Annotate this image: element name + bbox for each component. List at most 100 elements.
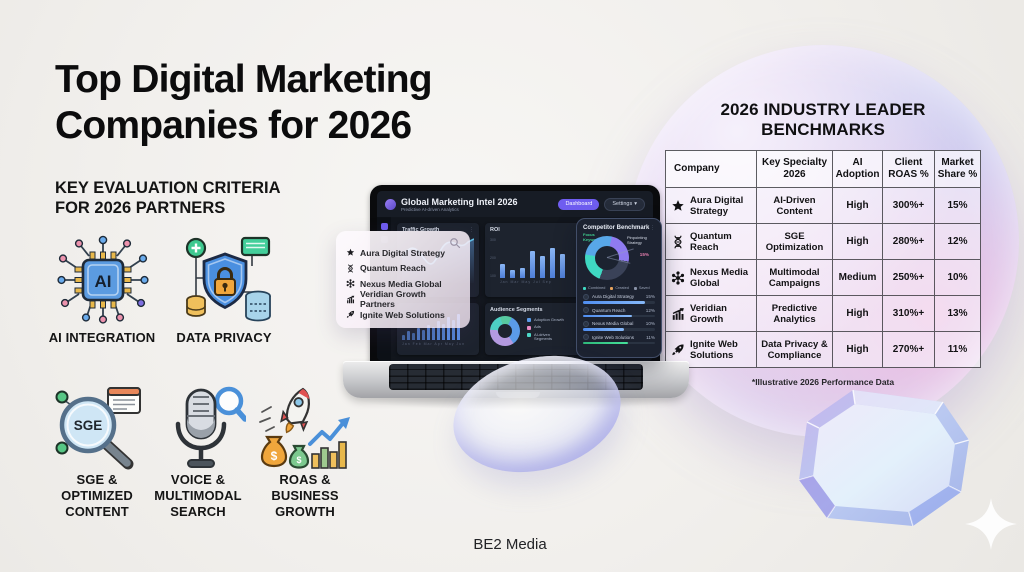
kebab-menu-icon[interactable]: ⋮ (650, 225, 655, 231)
sidebar-item[interactable] (380, 223, 388, 230)
list-item-veridian[interactable]: Veridian Growth Partners (346, 289, 461, 309)
table-cell-specialty: Multimodal Campaigns (757, 260, 833, 296)
dashboard-app-subtitle: Predictive AI-driven Analytics (401, 206, 459, 212)
tag-line: Keywords (583, 236, 603, 242)
ai-chip-icon: AI (57, 235, 149, 324)
table-cell-roas: 270%+ (883, 332, 935, 368)
audience-segments-title: Audience Segments (490, 307, 543, 313)
benchmark-value: 15% (645, 294, 655, 299)
table-cell-specialty: AI-Driven Content (757, 188, 833, 224)
table-cell-ai: High (833, 296, 883, 332)
legend-label: Saved (638, 286, 650, 290)
table-cell-share: 11% (935, 332, 981, 368)
rocket-icon (671, 343, 685, 357)
audience-segments-card: Audience Segments ⋮ Adoption Growth Ads … (485, 303, 589, 355)
traffic-growth-title: Traffic Growth (402, 227, 440, 233)
svg-text:SGE: SGE (74, 418, 103, 433)
settings-button-label: Settings (612, 201, 633, 207)
company-name: Veridian Growth (690, 302, 727, 325)
criteria-sge-line1: SGE & (76, 472, 118, 487)
list-item-label: Ignite Web Solutions (360, 309, 445, 320)
dna-icon (346, 264, 355, 273)
table-cell-roas: 310%+ (883, 296, 935, 332)
criteria-label-sge: SGE & OPTIMIZED CONTENT (32, 472, 162, 520)
roi-bar-chart (499, 238, 584, 278)
table-cell-roas: 280%+ (883, 224, 935, 260)
criteria-heading-line1: KEY EVALUATION CRITERIA (55, 179, 281, 197)
star-icon (671, 199, 685, 213)
pinpointing-strategy-annotation: Pinpointing Strategy (627, 235, 655, 246)
benchmark-row: Nexus Media Global 10% (583, 320, 655, 331)
table-row-company: Veridian Growth (665, 296, 757, 332)
kebab-menu-icon[interactable]: ⋮ (469, 227, 474, 233)
benchmarks-title-line1: 2026 INDUSTRY LEADER (720, 100, 926, 119)
y-tick: 300 (490, 238, 496, 242)
dashboard-button-label: Dashboard (565, 201, 593, 207)
focus-keywords-tag: Focus Keywords (583, 232, 603, 242)
company-badge-icon (583, 320, 589, 327)
rocket-icon (346, 310, 355, 319)
criteria-heading-line2: FOR 2026 PARTNERS (55, 199, 226, 217)
voice-microphone-icon (175, 386, 246, 468)
dashboard-button[interactable]: Dashboard (558, 198, 600, 210)
roas-growth-icon: $ $ (259, 387, 350, 469)
benchmark-row: Ignite Web Solutions 11% (583, 334, 655, 344)
criteria-label-voice: VOICE & MULTIMODAL SEARCH (133, 472, 263, 520)
table-cell-roas: 300%+ (883, 188, 935, 224)
list-item-quantum[interactable]: Quantum Reach (346, 261, 461, 277)
tag-line: Focus (583, 232, 595, 237)
list-item-ignite[interactable]: Ignite Web Solutions (346, 307, 461, 323)
list-item-aura[interactable]: Aura Digital Strategy (346, 245, 461, 261)
y-tick: 200 (490, 256, 496, 260)
benchmarks-title-line2: BENCHMARKS (761, 120, 885, 139)
glass-gem-decoration (798, 389, 970, 527)
criteria-voice-line2: MULTIMODAL (154, 488, 242, 503)
dashboard-app-title: Global Marketing Intel 2026 (401, 196, 518, 207)
benchmark-row: Quantum Reach 12% (583, 307, 655, 317)
benchmark-company: Quantum Reach (592, 307, 626, 313)
table-cell-share: 13% (935, 296, 981, 332)
criteria-sge-line3: CONTENT (65, 504, 129, 519)
table-row-company: Nexus Media Global (665, 260, 757, 296)
roi-y-axis: 300 200 100 (490, 238, 496, 278)
table-cell-ai: High (833, 332, 883, 368)
legend-label: AI-driven Segments (534, 331, 553, 341)
benchmark-panel-title: Competitor Benchmark (583, 225, 650, 231)
criteria-sge-line2: OPTIMIZED (61, 488, 133, 503)
benchmark-legend: Combined Created Saved (583, 286, 655, 290)
table-cell-ai: High (833, 224, 883, 260)
table-row-company: Quantum Reach (665, 224, 757, 260)
annotation-line: Strategy (627, 239, 642, 245)
table-row-company: Aura Digital Strategy (665, 188, 757, 224)
settings-button[interactable]: Settings ▾ (604, 197, 645, 211)
annotation-line: Pinpointing (627, 235, 647, 240)
column-header-specialty: Key Specialty 2026 (757, 150, 833, 188)
table-cell-share: 12% (935, 224, 981, 260)
data-privacy-shield-icon (185, 236, 271, 322)
benchmark-value: 10% (645, 321, 655, 326)
company-badge-icon (583, 293, 589, 300)
column-header-ai-adoption: AI Adoption (833, 150, 883, 188)
criteria-voice-line3: SEARCH (170, 504, 226, 519)
criteria-voice-line1: VOICE & (170, 472, 226, 487)
list-item-nexus[interactable]: Nexus Media Global (346, 276, 461, 292)
network-icon (346, 279, 355, 288)
y-tick: 100 (490, 274, 496, 278)
dashboard-topbar: Global Marketing Intel 2026 Predictive A… (377, 191, 653, 217)
list-item-label: Aura Digital Strategy (360, 247, 446, 258)
column-header-client-roas: Client ROAS % (883, 150, 935, 188)
criteria-label-ai-integration: AI INTEGRATION (48, 330, 156, 345)
criteria-label-roas: ROAS & BUSINESS GROWTH (240, 472, 370, 520)
company-badge-icon (583, 334, 589, 340)
benchmarks-title: 2026 INDUSTRY LEADER BENCHMARKS (665, 100, 981, 140)
growth-chart-icon (671, 307, 685, 321)
table-cell-roas: 250%+ (883, 260, 935, 296)
criteria-roas-line2: BUSINESS (271, 488, 339, 503)
app-title-block: Global Marketing Intel 2026 Predictive A… (401, 197, 518, 212)
criteria-roas-line1: ROAS & (279, 472, 331, 487)
criteria-roas-line3: GROWTH (275, 504, 335, 519)
table-cell-specialty: Predictive Analytics (757, 296, 833, 332)
legend-label: Combined (588, 286, 606, 290)
legend-label: Created (615, 286, 629, 290)
